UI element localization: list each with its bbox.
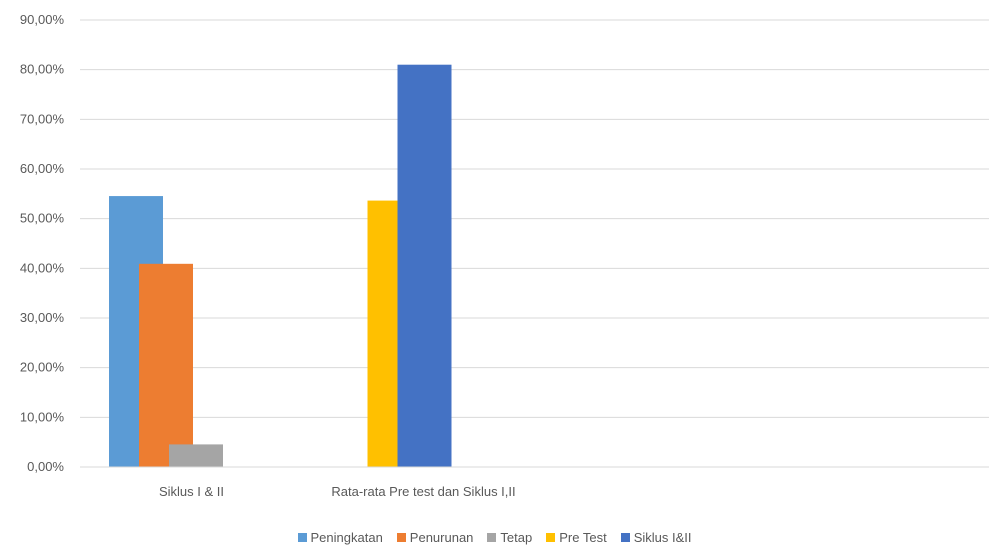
y-tick-label: 80,00% <box>20 62 65 77</box>
bar-siklus-i-ii <box>397 64 452 467</box>
x-category-label: Rata-rata Pre test dan Siklus I,II <box>331 484 515 499</box>
x-category-label: Siklus I & II <box>159 484 224 499</box>
legend-swatch <box>487 532 497 542</box>
legend-label: Siklus I&II <box>633 529 692 545</box>
y-tick-label: 40,00% <box>20 260 65 275</box>
gridlines <box>80 19 989 418</box>
y-tick-label: 20,00% <box>20 360 65 375</box>
legend-label: Penurunan <box>409 529 474 545</box>
y-axis-tick-labels: 0,00% 10,00% 20,00% 30,00% 40,00% 50,00% 60,00… <box>20 12 65 474</box>
y-tick-label: 50,00% <box>20 211 65 226</box>
legend-item: Tetap <box>487 530 532 545</box>
bar-tetap <box>169 444 223 467</box>
y-tick-label: 60,00% <box>20 161 65 176</box>
y-tick-label: 70,00% <box>20 111 65 126</box>
legend-item: Peningkatan <box>297 529 383 545</box>
bar-penurunan <box>139 263 193 467</box>
legend-swatch <box>396 532 406 542</box>
legend-label: Tetap <box>500 529 533 545</box>
legend-swatch <box>297 532 307 542</box>
chart-legend: Peningkatan Penurunan Tetap Pre Test Siklus … <box>0 528 989 546</box>
legend-item: Siklus I&II <box>620 529 692 545</box>
y-tick-label: 0,00% <box>27 459 64 474</box>
legend-swatch <box>620 532 630 542</box>
legend-label: Peningkatan <box>310 529 383 545</box>
y-tick-label: 10,00% <box>20 409 65 424</box>
x-axis-category-labels: Siklus I & II Rata-rata Pre test dan Sikl… <box>159 484 516 499</box>
y-tick-label: 90,00% <box>20 12 65 27</box>
legend-swatch <box>546 532 556 542</box>
legend-label: Pre Test <box>559 529 607 545</box>
legend-item: Penurunan <box>396 529 474 545</box>
legend-item: Pre Test <box>546 529 607 545</box>
bars <box>109 64 452 467</box>
y-tick-label: 30,00% <box>20 310 65 325</box>
